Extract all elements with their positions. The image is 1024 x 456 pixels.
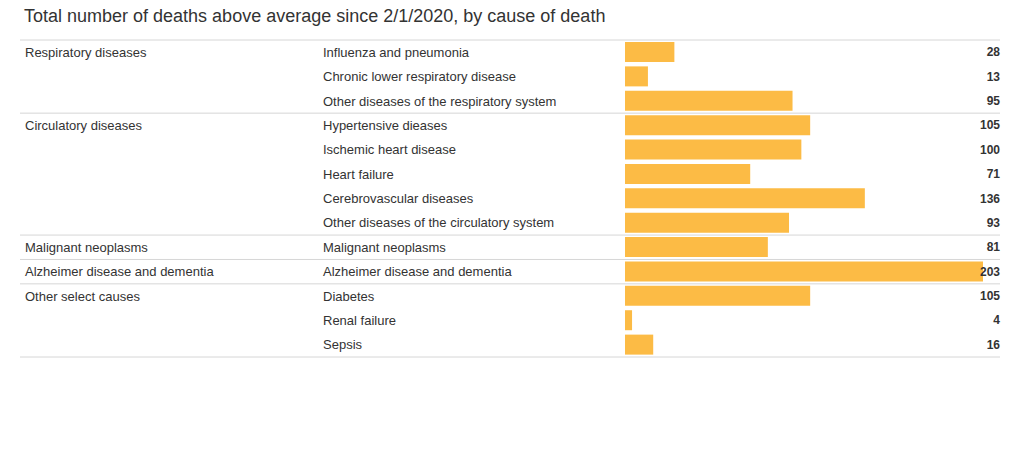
svg-text:Other select causes: Other select causes <box>25 289 140 304</box>
svg-text:105: 105 <box>980 118 1000 132</box>
svg-text:Cerebrovascular diseases: Cerebrovascular diseases <box>323 191 474 206</box>
svg-text:93: 93 <box>987 216 1001 230</box>
svg-text:71: 71 <box>987 167 1001 181</box>
svg-text:4: 4 <box>993 313 1000 327</box>
svg-text:Other diseases of the respirat: Other diseases of the respiratory system <box>323 94 556 109</box>
svg-text:Renal failure: Renal failure <box>323 313 396 328</box>
svg-text:95: 95 <box>987 94 1001 108</box>
svg-text:203: 203 <box>980 265 1000 279</box>
svg-text:Heart failure: Heart failure <box>323 167 394 182</box>
svg-text:Alzheimer disease and dementia: Alzheimer disease and dementia <box>323 264 512 279</box>
svg-text:13: 13 <box>987 70 1001 84</box>
svg-text:100: 100 <box>980 143 1000 157</box>
svg-text:136: 136 <box>980 192 1000 206</box>
svg-text:Diabetes: Diabetes <box>323 289 375 304</box>
svg-text:Alzheimer disease and dementia: Alzheimer disease and dementia <box>25 264 214 279</box>
svg-text:16: 16 <box>987 338 1001 352</box>
svg-text:Influenza and pneumonia: Influenza and pneumonia <box>323 45 470 60</box>
svg-text:28: 28 <box>987 45 1001 59</box>
svg-text:81: 81 <box>987 240 1001 254</box>
svg-text:Sepsis: Sepsis <box>323 337 363 352</box>
svg-text:Hypertensive dieases: Hypertensive dieases <box>323 118 448 133</box>
svg-text:Chronic lower respiratory dise: Chronic lower respiratory disease <box>323 69 516 84</box>
html-text:Total number of deaths above a: Total number of deaths above average sin… <box>24 6 606 26</box>
svg-text:Respiratory diseases: Respiratory diseases <box>25 45 147 60</box>
svg-text:Malignant neoplasms: Malignant neoplasms <box>323 240 446 255</box>
svg-text:Other diseases of the circulat: Other diseases of the circulatory system <box>323 215 554 230</box>
svg-text:Circulatory diseases: Circulatory diseases <box>25 118 143 133</box>
svg-text:105: 105 <box>980 289 1000 303</box>
svg-text:Malignant neoplasms: Malignant neoplasms <box>25 240 148 255</box>
svg-text:Ischemic heart disease: Ischemic heart disease <box>323 142 456 157</box>
